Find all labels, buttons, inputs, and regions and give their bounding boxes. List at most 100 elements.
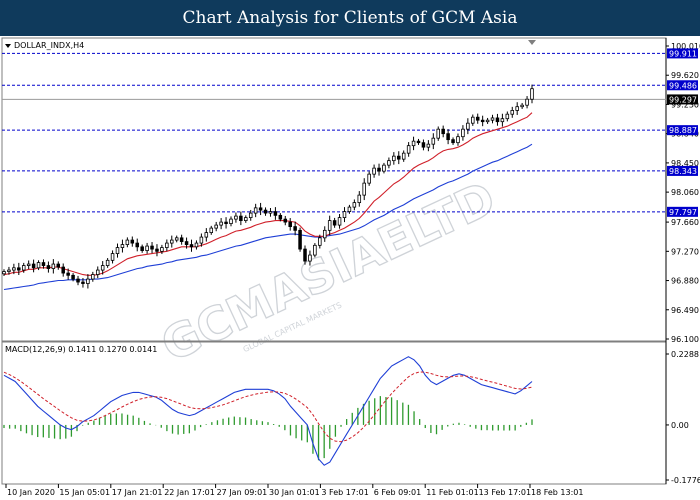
macd-lines <box>3 356 533 466</box>
candle <box>471 114 475 126</box>
candle <box>244 215 248 223</box>
candle <box>436 126 441 141</box>
candle <box>480 115 485 127</box>
chart-shift-icon[interactable] <box>528 40 536 45</box>
candle <box>421 139 426 151</box>
candle-body <box>194 242 199 248</box>
price-tick-label: 99.230 <box>671 100 699 109</box>
macd-axis-ticks: 0.2288 0.00 -0.1776 <box>666 350 700 485</box>
candle <box>327 215 332 236</box>
candle <box>278 213 283 222</box>
candle <box>71 273 75 282</box>
candle-body <box>426 143 431 148</box>
candle <box>110 250 115 264</box>
level-tag-bg <box>667 206 698 217</box>
candle <box>461 125 465 141</box>
candle-body <box>308 254 312 262</box>
level-tag-label: 99.486 <box>669 81 697 90</box>
candle <box>377 163 381 176</box>
candle-body <box>86 278 90 284</box>
candle <box>12 263 16 275</box>
candle <box>475 113 480 124</box>
time-tick-label: 11 Feb 01:01 <box>426 488 478 497</box>
price-tick-label: 97.660 <box>671 218 699 227</box>
candle <box>347 204 352 214</box>
candle <box>135 238 139 252</box>
level-price-tags: 99.911 99.486 98.887 98.343 97.797 99.297 <box>667 48 698 217</box>
candle-body <box>56 263 61 268</box>
candle <box>332 217 337 228</box>
candle-body <box>278 214 283 220</box>
candle <box>273 207 278 220</box>
candle <box>100 261 105 275</box>
candle-body <box>392 155 396 162</box>
candle-body <box>318 237 322 246</box>
candle-body <box>7 269 11 272</box>
candle <box>21 262 26 273</box>
current-price-tag-label: 99.297 <box>669 95 697 104</box>
candle <box>239 211 243 226</box>
level-tag-bg <box>667 80 698 91</box>
chart-banner-title: Chart Analysis for Clients of GCM Asia <box>0 0 700 36</box>
candle <box>91 271 95 282</box>
candle <box>2 269 6 277</box>
candle-body <box>456 136 460 144</box>
candle-body <box>253 207 258 214</box>
candles <box>2 84 534 289</box>
candle-body <box>12 267 16 271</box>
candle <box>26 260 31 270</box>
candle <box>520 102 524 109</box>
chart-area[interactable]: GCMASIAELTD GLOBAL CAPITAL MARKETS DOLLA… <box>0 36 700 500</box>
candle-body <box>466 122 470 130</box>
candle-body <box>505 113 510 120</box>
candle-body <box>382 164 386 172</box>
candle <box>7 266 11 275</box>
candle <box>357 191 362 207</box>
macd-tick-label: -0.1776 <box>671 476 700 485</box>
candle-body <box>485 119 490 123</box>
support-resistance-levels <box>2 52 666 213</box>
candle-body <box>179 237 184 242</box>
candle <box>392 152 396 165</box>
candle-body <box>337 217 342 226</box>
candle <box>268 208 273 217</box>
candle-body <box>209 227 214 233</box>
candle <box>308 250 312 266</box>
candle <box>184 237 189 249</box>
price-tick-label: 98.060 <box>671 188 699 197</box>
candle <box>505 111 510 122</box>
time-tick-label: 22 Jan 17:01 <box>164 488 215 497</box>
candle <box>263 207 268 216</box>
candle <box>342 207 347 223</box>
price-tick-label: 100.010 <box>671 42 700 51</box>
symbol-dropdown-icon[interactable] <box>5 44 11 48</box>
time-tick-label: 13 Feb 17:01 <box>479 488 531 497</box>
candle <box>406 142 411 157</box>
candle <box>485 117 490 124</box>
time-tick-label: 15 Jan 05:01 <box>59 488 110 497</box>
candle <box>426 140 431 152</box>
candle-body <box>31 263 36 269</box>
candle-body <box>115 247 120 254</box>
candle-body <box>263 209 268 214</box>
candle-body <box>475 116 480 121</box>
candle <box>456 133 460 146</box>
candle-body <box>471 116 475 124</box>
candle-body <box>120 244 125 248</box>
time-tick-label: 30 Jan 01:01 <box>269 488 320 497</box>
candle <box>145 242 149 254</box>
price-tick-label: 99.620 <box>671 71 699 80</box>
price-tick-label: 96.880 <box>671 277 699 286</box>
candle-body <box>525 98 529 106</box>
candle-body <box>66 272 70 276</box>
candle-body <box>96 269 100 275</box>
candle <box>397 151 401 165</box>
candle-body <box>332 220 337 226</box>
candle <box>170 235 174 248</box>
candle-body <box>377 167 381 172</box>
level-tag-label: 98.887 <box>669 126 697 135</box>
candle-body <box>17 267 21 271</box>
price-tick-label: 97.270 <box>671 247 699 256</box>
candle-body <box>367 173 371 184</box>
candle-body <box>510 110 515 115</box>
